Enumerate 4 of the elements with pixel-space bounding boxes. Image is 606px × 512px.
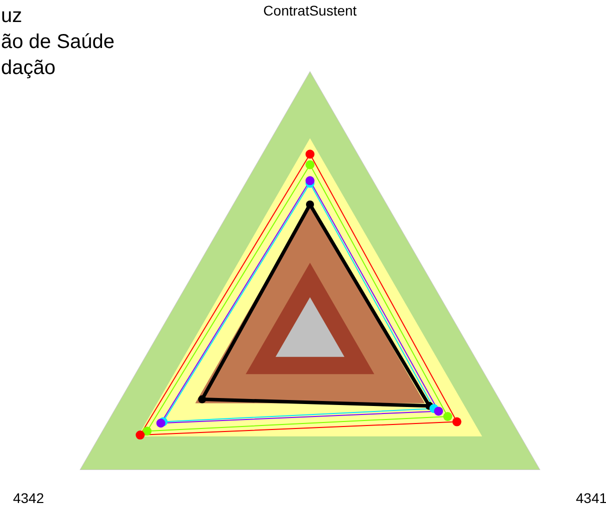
spoke-label: 4342 (12, 490, 44, 506)
text: uz ão de Saúde dação (1, 5, 114, 79)
spoke-label: 4341 (576, 490, 606, 506)
spoke-label: ContratSustent (263, 2, 357, 19)
